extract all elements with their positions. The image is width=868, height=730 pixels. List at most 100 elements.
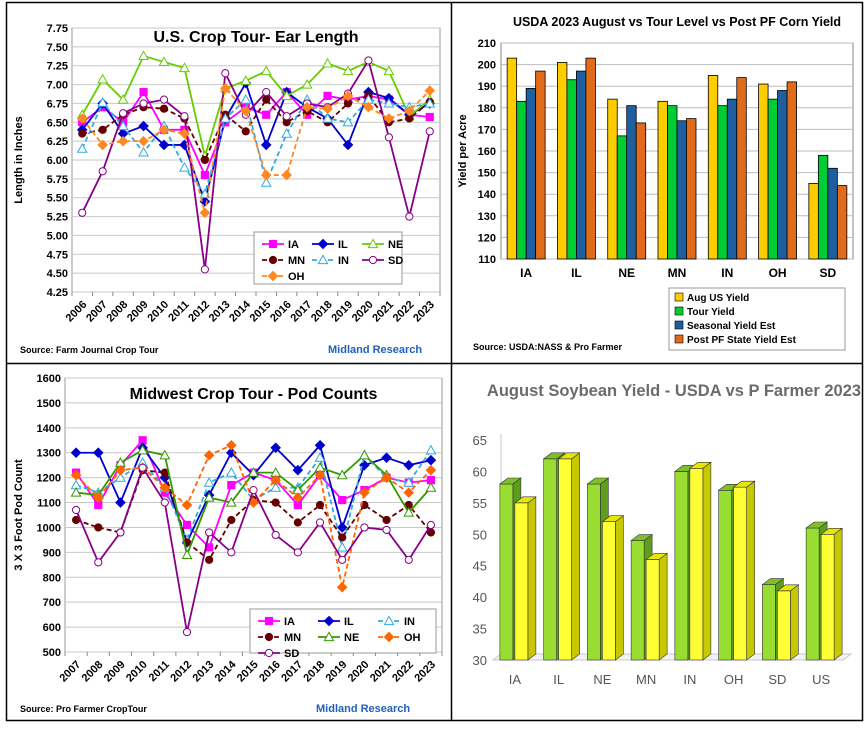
data-point [338, 495, 347, 505]
x-tick-label: US [812, 672, 830, 687]
bar-group-in [707, 75, 747, 260]
bar [733, 486, 747, 661]
legend-item: Aug US Yield [674, 292, 749, 304]
y-tick-label: 6.00 [47, 155, 68, 167]
y-tick-label: 5.25 [47, 212, 68, 224]
x-tick-label: 2011 [147, 659, 172, 684]
y-tick-label: 140 [478, 189, 496, 201]
bar [736, 77, 747, 260]
bar [767, 98, 778, 260]
corn-yield-panel: 110 120 130 140 150 160 170 180 190 200 210 USDA 20… [453, 6, 863, 361]
x-tick-label: IL [553, 672, 564, 687]
bar [576, 70, 587, 260]
y-axis-title: Yield per Acre [457, 114, 469, 187]
bar [506, 57, 518, 260]
legend-label: NE [388, 239, 403, 251]
x-tick-label: 2007 [58, 659, 84, 685]
data-point [227, 481, 236, 490]
x-tick-label: 2018 [309, 299, 335, 325]
legend-swatch [674, 306, 684, 316]
data-point [262, 88, 271, 97]
data-point [271, 530, 280, 540]
legend-item: Post PF State Yield Est [674, 334, 797, 346]
data-point [205, 555, 214, 564]
corn-yield-chart: 110 120 130 140 150 160 170 180 190 200 210 USDA 20… [457, 15, 854, 352]
y-tick-label: 1200 [37, 473, 61, 485]
bar [535, 70, 546, 260]
bar [707, 75, 719, 260]
legend-label: IA [288, 239, 299, 251]
data-point [94, 558, 103, 567]
data-point [221, 69, 230, 78]
data-point [426, 520, 436, 530]
x-tick-label: OH [724, 672, 744, 687]
legend: IA IL IN MN NE OH SD [249, 608, 437, 660]
x-tick-label: 2022 [391, 299, 417, 325]
y-tick-label: 190 [478, 81, 496, 93]
x-tick-label: 2023 [412, 659, 438, 685]
data-point [315, 518, 325, 527]
data-point [200, 265, 209, 274]
data-point [227, 548, 236, 557]
bar [777, 90, 788, 260]
bar-side [571, 452, 580, 661]
x-tick-label: 2008 [80, 659, 106, 685]
bar-side [833, 527, 843, 661]
y-tick-label: 6.50 [47, 117, 68, 129]
legend-label: OH [404, 632, 421, 644]
legend-label: OH [288, 271, 305, 283]
x-tick-label: OH [769, 266, 787, 280]
y-tick-label: 150 [478, 168, 496, 180]
x-tick-label: 2016 [257, 659, 283, 685]
bar [607, 98, 618, 260]
bar [585, 57, 596, 260]
bar [558, 458, 572, 661]
data-point [116, 528, 125, 537]
data-point [205, 528, 214, 537]
data-point [249, 485, 258, 495]
y-tick-label: 1000 [37, 522, 61, 534]
y-tick-label: 1400 [37, 423, 61, 435]
pod-counts-chart: 500 600 700 800 900 1000 1100 1200 1300 1400 1500 1… [13, 373, 443, 715]
data-point [293, 518, 302, 527]
y-tick-label: 170 [478, 124, 496, 136]
data-point [200, 155, 209, 165]
legend-swatch-marker [268, 239, 278, 249]
data-point [182, 627, 192, 637]
data-point [425, 127, 434, 136]
pod-counts-panel: 500 600 700 800 900 1000 1100 1200 1300 1400 1500 1… [10, 365, 450, 721]
credit-note: Midland Research [316, 703, 410, 715]
legend-swatch-marker [264, 616, 274, 626]
x-tick-label: 2008 [105, 299, 131, 325]
bar [817, 154, 829, 260]
y-tick-label: 55 [473, 496, 487, 511]
legend-label: IA [284, 616, 295, 628]
bar [758, 83, 769, 260]
data-point [159, 104, 169, 113]
bar [667, 105, 678, 260]
data-point [271, 498, 280, 507]
y-tick-label: 4.25 [47, 287, 68, 299]
ear-length-chart: 4.25 4.50 4.75 5.00 5.25 5.50 5.75 6.00 6.25 6.50… [13, 23, 441, 356]
x-tick-label: 2013 [191, 659, 217, 685]
legend-label: MN [288, 255, 305, 267]
x-tick-label: 2018 [301, 659, 327, 685]
y-tick-label: 800 [43, 572, 61, 584]
y-tick-label: 900 [43, 547, 61, 559]
data-point [159, 95, 169, 104]
data-point [282, 112, 291, 121]
legend-swatch [674, 334, 684, 344]
bar-group-ne [607, 98, 647, 260]
y-tick-label: 1600 [37, 373, 61, 385]
x-tick-label: 2022 [390, 659, 416, 685]
y-tick-label: 1100 [37, 498, 61, 510]
y-tick-label: 7.75 [47, 23, 68, 35]
x-tick-label: IL [571, 266, 582, 280]
y-tick-label: 1300 [37, 448, 61, 460]
data-point [384, 133, 393, 142]
x-tick-label: 2021 [370, 299, 396, 325]
bar [645, 559, 660, 661]
bar-group-ia [498, 477, 537, 661]
x-tick-label: 2009 [102, 659, 128, 685]
bar-group-mn [630, 533, 669, 661]
